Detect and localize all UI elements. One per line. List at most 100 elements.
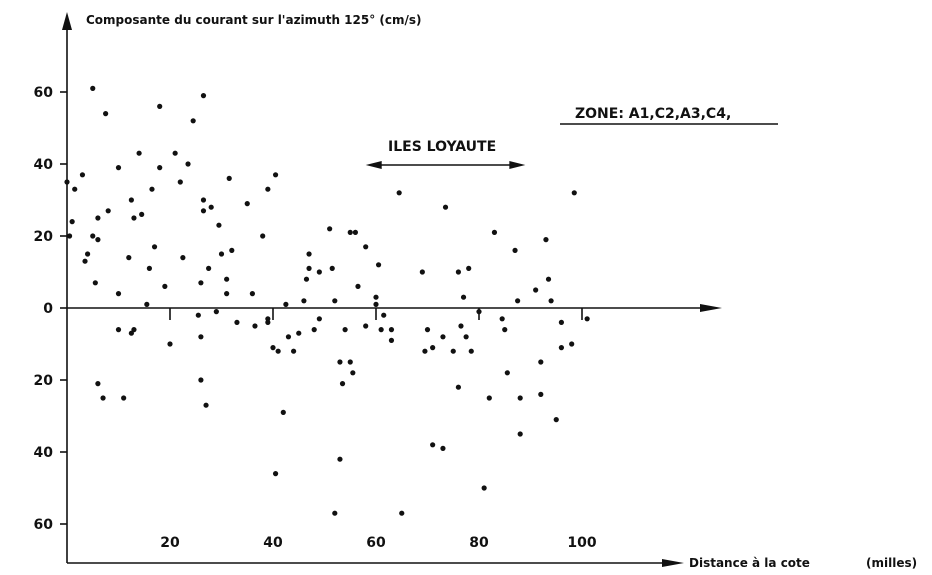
zero-line-arrow <box>700 304 722 312</box>
data-point <box>82 258 88 264</box>
data-point <box>128 330 134 336</box>
data-point <box>316 316 322 322</box>
data-point <box>571 190 577 196</box>
data-point <box>543 237 549 243</box>
data-point <box>463 334 469 340</box>
data-point <box>128 197 134 203</box>
data-point <box>422 348 428 354</box>
data-point <box>121 395 127 401</box>
data-point <box>131 215 137 221</box>
data-point <box>373 301 379 307</box>
data-point <box>584 316 590 322</box>
data-point <box>200 93 207 99</box>
data-point <box>95 381 101 387</box>
data-point <box>92 280 98 286</box>
data-point <box>177 179 183 185</box>
data-point <box>249 291 255 297</box>
data-point <box>499 316 505 322</box>
data-point <box>458 323 464 329</box>
data-point <box>296 330 302 336</box>
data-point <box>200 208 207 214</box>
y-tick-label: 20 <box>34 229 54 245</box>
data-point <box>460 294 467 300</box>
data-point <box>72 186 78 192</box>
data-point <box>265 186 271 192</box>
data-point <box>195 312 201 318</box>
data-point <box>144 301 150 307</box>
y-tick-label: 0 <box>43 301 53 317</box>
axes <box>62 12 722 567</box>
data-point <box>396 190 402 196</box>
data-point <box>355 283 361 289</box>
data-point <box>553 417 559 423</box>
data-point <box>329 265 335 271</box>
data-point <box>79 172 86 178</box>
data-point <box>265 316 271 322</box>
data-point <box>172 150 178 156</box>
data-point <box>440 445 446 451</box>
data-point <box>430 345 436 351</box>
data-point <box>280 409 286 415</box>
data-point <box>226 175 232 181</box>
data-point <box>291 348 297 354</box>
data-point <box>64 179 70 185</box>
chart-title: Composante du courant sur l'azimuth 125°… <box>86 13 422 27</box>
data-point <box>105 208 111 214</box>
x-axis-label: Distance à la cote <box>689 556 810 570</box>
data-point <box>206 265 212 271</box>
data-point <box>203 402 209 408</box>
data-point <box>442 204 449 210</box>
data-point <box>198 377 204 383</box>
data-point <box>440 334 446 340</box>
data-point <box>244 201 250 207</box>
data-point <box>224 276 230 282</box>
y-tick-label: 40 <box>34 445 54 461</box>
data-point <box>283 301 289 307</box>
data-point <box>350 370 356 376</box>
data-point <box>208 204 214 210</box>
data-point <box>85 251 91 257</box>
data-point <box>332 298 338 304</box>
data-point <box>139 211 145 217</box>
data-point <box>504 370 510 376</box>
data-point <box>149 186 155 192</box>
data-point <box>224 291 230 297</box>
x-tick-label: 40 <box>263 535 283 551</box>
data-point <box>100 395 106 401</box>
data-point <box>347 229 353 235</box>
data-point <box>517 431 523 437</box>
data-point <box>455 384 461 390</box>
data-point <box>270 345 276 351</box>
data-point <box>162 283 168 289</box>
data-point <box>363 244 369 250</box>
zone-annotation: ZONE: A1,C2,A3,C4, <box>575 106 731 122</box>
data-point <box>252 323 258 329</box>
data-point <box>157 103 163 109</box>
data-point <box>103 111 109 117</box>
data-point <box>136 150 142 156</box>
data-point <box>373 294 379 300</box>
y-tick-label: 20 <box>34 373 54 389</box>
data-point <box>486 395 492 401</box>
data-point <box>491 229 498 235</box>
data-point <box>115 291 122 297</box>
data-point <box>272 172 279 178</box>
y-tick-label: 60 <box>34 517 54 533</box>
data-point <box>229 247 235 253</box>
data-point <box>569 341 575 347</box>
data-point <box>337 359 343 365</box>
data-points <box>64 85 590 516</box>
data-point <box>375 262 382 268</box>
data-point <box>332 510 338 516</box>
data-point <box>272 471 279 477</box>
data-point <box>157 165 163 171</box>
data-point <box>66 233 73 239</box>
data-point <box>515 298 521 304</box>
data-point <box>533 287 539 293</box>
data-point <box>306 265 312 271</box>
data-point <box>90 233 96 239</box>
range-arrow-left <box>365 161 382 169</box>
data-point <box>198 280 204 286</box>
data-point <box>558 345 565 351</box>
